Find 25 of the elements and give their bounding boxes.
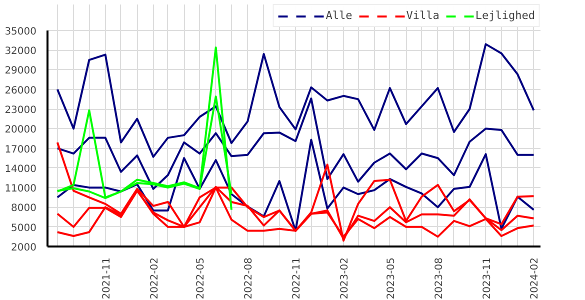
x-tick-label: 2023-08 <box>434 257 445 300</box>
legend-label: Villa <box>406 9 440 22</box>
y-tick-label: 32000 <box>4 46 36 58</box>
legend-label: Alle <box>326 9 352 22</box>
y-tick-label: 5000 <box>11 222 37 234</box>
y-tick-label: 8000 <box>11 203 37 214</box>
y-tick-label: 26000 <box>4 85 36 96</box>
y-tick-label: 17000 <box>4 144 36 156</box>
x-tick-label: 2024-02 <box>530 257 541 300</box>
x-tick-label: 2023-02 <box>340 257 351 300</box>
x-tick-label: 2023-11 <box>482 257 493 300</box>
y-tick-label: 2000 <box>11 242 37 254</box>
y-tick-label: 14000 <box>4 164 36 175</box>
y-tick-label: 20000 <box>4 124 36 136</box>
legend-label: Lejlighed <box>475 9 535 22</box>
y-tick-label: 29000 <box>4 66 36 77</box>
y-tick-label: 23000 <box>4 105 36 116</box>
x-tick-label: 2023-05 <box>386 257 397 300</box>
x-tick-label: 2022-11 <box>292 257 303 300</box>
y-tick-label: 11000 <box>4 184 36 195</box>
x-tick-label: 2021-11 <box>101 257 112 300</box>
x-tick-label: 2022-08 <box>244 257 255 300</box>
x-tick-label: 2022-02 <box>149 257 160 300</box>
x-tick-label: 2022-05 <box>196 257 207 300</box>
y-tick-label: 35000 <box>4 26 36 38</box>
